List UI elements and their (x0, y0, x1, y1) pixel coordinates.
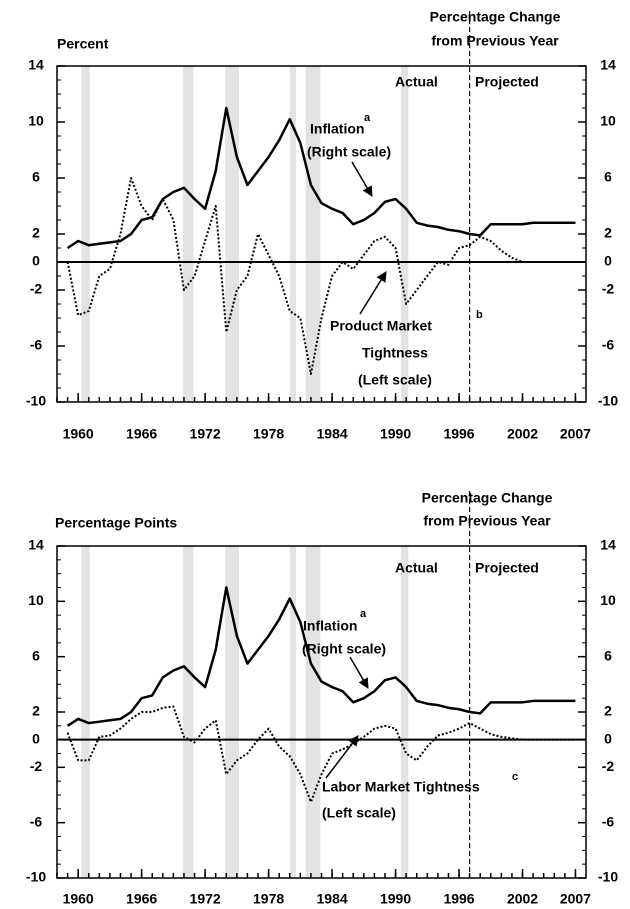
y2-tick-label: -10 (598, 869, 618, 885)
y-tick-label: 0 (32, 730, 40, 746)
y2-tick-label: -6 (602, 813, 615, 829)
x-tick-label: 1972 (190, 891, 221, 907)
y2-tick-label: -10 (598, 393, 618, 409)
x-tick-label: 1990 (380, 891, 411, 907)
y2-axis-label: from Previous Year (431, 33, 559, 49)
y2-tick-label: 6 (604, 647, 612, 663)
x-tick-label: 1990 (380, 426, 411, 442)
arrow (351, 161, 373, 197)
y-tick-label: 14 (28, 57, 44, 73)
annotation: Inflation (310, 121, 364, 137)
x-tick-label: 2007 (560, 426, 591, 442)
annotation: (Right scale) (307, 144, 391, 160)
recession-band (81, 66, 90, 402)
tightness-line (66, 705, 576, 803)
x-tick-label: 1960 (63, 891, 94, 907)
x-tick-label: 1966 (126, 426, 157, 442)
y-tick-label: 0 (32, 253, 40, 269)
y-tick-label: -2 (30, 281, 43, 297)
y-tick-label: -10 (26, 393, 46, 409)
y-tick-label: 10 (28, 113, 44, 129)
y2-axis-label: Percentage Change (430, 9, 561, 25)
x-tick-label: 1978 (253, 426, 284, 442)
x-tick-label: 2002 (507, 426, 538, 442)
y2-tick-label: 14 (600, 537, 616, 553)
y2-tick-label: -2 (602, 281, 615, 297)
annotation: Labor Market Tightness (322, 779, 480, 795)
y2-tick-label: 6 (604, 169, 612, 185)
annotation: (Left scale) (322, 805, 396, 821)
y-tick-label: 10 (28, 592, 44, 608)
annotation: c (512, 771, 518, 783)
annotation: Projected (475, 560, 539, 576)
x-tick-label: 1984 (317, 426, 348, 442)
y2-tick-label: 0 (604, 730, 612, 746)
y2-tick-label: 2 (604, 703, 612, 719)
arrow (325, 735, 359, 779)
x-tick-label: 2007 (560, 891, 591, 907)
arrow (349, 656, 369, 689)
y2-tick-label: 10 (600, 592, 616, 608)
recession-band (81, 546, 90, 878)
y-tick-label: -6 (30, 337, 43, 353)
x-tick-label: 1996 (443, 891, 474, 907)
recession-band (182, 66, 194, 402)
y2-axis-label: from Previous Year (423, 513, 551, 529)
y-tick-label: -6 (30, 813, 43, 829)
annotation: Inflation (303, 618, 357, 634)
y-tick-label: 2 (32, 703, 40, 719)
annotation: Tightness (362, 345, 428, 361)
y-tick-label: 2 (32, 225, 40, 241)
recession-band (305, 546, 321, 878)
y-axis-label: Percent (57, 36, 109, 52)
plot-frame (56, 545, 587, 879)
y-tick-label: 6 (32, 647, 40, 663)
y-tick-label: -2 (30, 758, 43, 774)
annotation: (Left scale) (358, 372, 432, 388)
annotation: a (360, 608, 367, 620)
y-tick-label: 6 (32, 169, 40, 185)
y-tick-label: -10 (26, 869, 46, 885)
recession-band (400, 546, 409, 878)
recession-band (289, 546, 297, 878)
annotation: b (476, 309, 483, 321)
recession-band (289, 66, 297, 402)
annotation: Projected (475, 74, 539, 90)
y-axis-label: Percentage Points (55, 515, 177, 531)
x-tick-label: 1966 (126, 891, 157, 907)
plot-frame (56, 65, 587, 403)
x-tick-label: 1972 (190, 426, 221, 442)
y2-tick-label: 2 (604, 225, 612, 241)
y-tick-label: 14 (28, 537, 44, 553)
y2-axis-label: Percentage Change (422, 490, 553, 506)
annotation: a (364, 112, 371, 124)
x-tick-label: 1984 (317, 891, 348, 907)
y2-tick-label: -6 (602, 337, 615, 353)
y2-tick-label: -2 (602, 758, 615, 774)
y2-tick-label: 10 (600, 113, 616, 129)
annotation: Actual (395, 74, 438, 90)
inflation-line (66, 106, 576, 250)
y2-tick-label: 14 (600, 57, 616, 73)
arrow (359, 271, 387, 315)
x-tick-label: 1996 (443, 426, 474, 442)
recession-band (182, 546, 194, 878)
x-tick-label: 1960 (63, 426, 94, 442)
inflation-line (66, 586, 576, 727)
annotation: Product Market (330, 318, 432, 334)
annotation: Actual (395, 560, 438, 576)
tightness-line (66, 177, 576, 375)
recession-band (305, 66, 321, 402)
annotation: (Right scale) (302, 641, 386, 657)
recession-band (400, 66, 409, 402)
y2-tick-label: 0 (604, 253, 612, 269)
x-tick-label: 2002 (507, 891, 538, 907)
x-tick-label: 1978 (253, 891, 284, 907)
